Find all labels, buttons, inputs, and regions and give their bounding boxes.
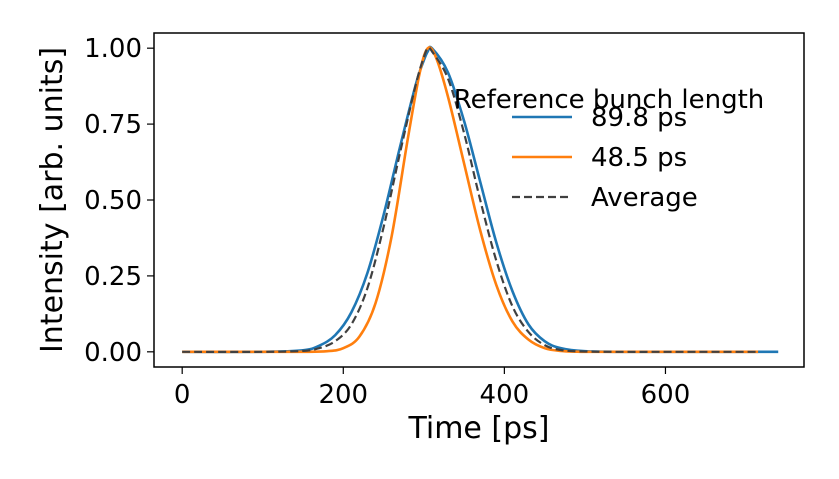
legend-label: 89.8 ps xyxy=(591,103,687,133)
y-axis-label: Intensity [arb. units] xyxy=(35,47,70,353)
plot-frame xyxy=(153,32,805,368)
legend: Reference bunch length 89.8 ps 48.5 ps Ave… xyxy=(454,85,765,213)
legend-label: 48.5 ps xyxy=(591,143,687,173)
y-tick-label: 0.50 xyxy=(84,186,142,216)
x-tick-label: 600 xyxy=(641,380,691,410)
legend-title: Reference bunch length xyxy=(454,85,765,115)
plot-series xyxy=(182,45,779,354)
x-tick-label: 200 xyxy=(318,380,368,410)
x-axis-label: Time [ps] xyxy=(407,411,549,446)
x-tick-label: 400 xyxy=(480,380,530,410)
series-average-line xyxy=(182,46,759,353)
y-tick-label: 0.75 xyxy=(84,110,142,140)
x-axis-ticks: 0 200 400 600 xyxy=(174,367,690,410)
x-tick-label: 0 xyxy=(174,380,191,410)
y-axis-ticks: 0.00 0.25 0.50 0.75 1.00 xyxy=(84,34,154,368)
y-tick-label: 0.25 xyxy=(84,262,142,292)
y-tick-label: 1.00 xyxy=(84,34,142,64)
legend-label: Average xyxy=(591,183,698,213)
y-tick-label: 0.00 xyxy=(84,338,142,368)
legend-entries: 89.8 ps 48.5 ps Average xyxy=(512,103,698,213)
